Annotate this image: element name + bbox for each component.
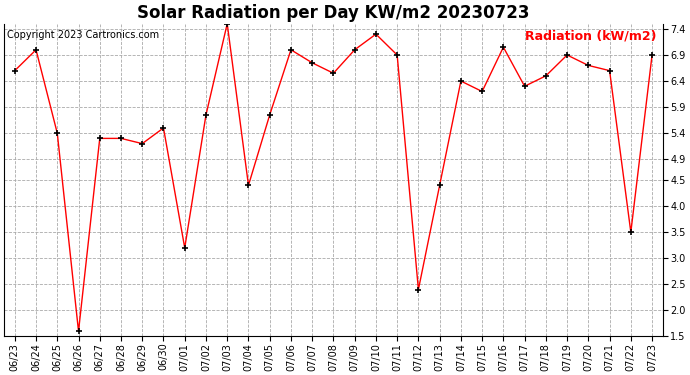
Title: Solar Radiation per Day KW/m2 20230723: Solar Radiation per Day KW/m2 20230723 <box>137 4 530 22</box>
Text: Radiation (kW/m2): Radiation (kW/m2) <box>524 30 656 43</box>
Text: Copyright 2023 Cartronics.com: Copyright 2023 Cartronics.com <box>8 30 159 40</box>
